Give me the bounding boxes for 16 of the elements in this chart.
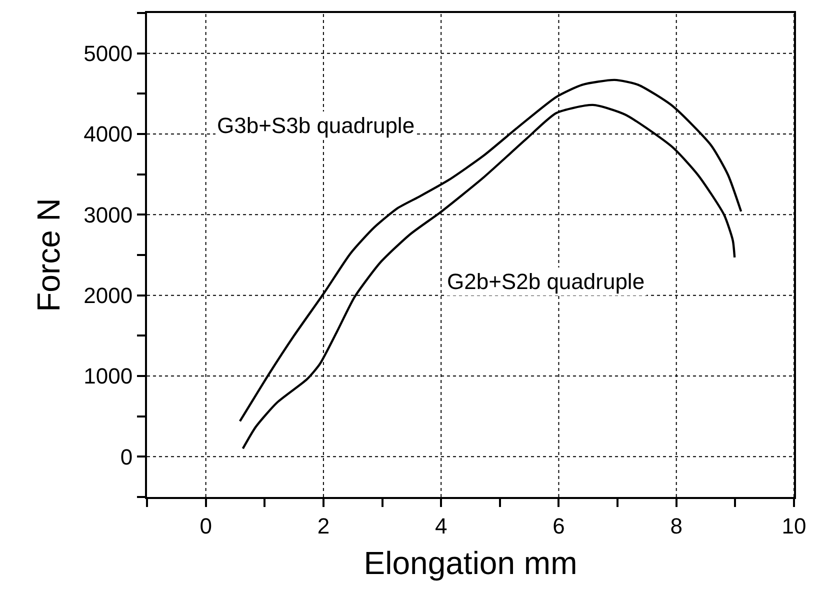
x-tick-label: 6 — [552, 513, 565, 538]
y-tick-label: 0 — [120, 444, 133, 470]
y-tick-label: 4000 — [84, 122, 133, 147]
x-tick-label: 2 — [317, 513, 330, 538]
y-tick-label: 1000 — [84, 364, 133, 389]
annotation: G3b+S3b quadruple — [217, 113, 415, 138]
x-tick-label: 0 — [200, 513, 212, 538]
y-tick-label: 3000 — [84, 202, 133, 228]
y-tick-label: 5000 — [84, 41, 133, 66]
x-tick-label: 8 — [670, 513, 682, 538]
x-tick-label: 10 — [782, 513, 806, 538]
annotation: G2b+S2b quadruple — [447, 269, 645, 294]
y-tick-label: 2000 — [84, 283, 133, 308]
x-tick-label: 4 — [434, 513, 448, 538]
x-axis-title: Elongation mm — [364, 544, 578, 581]
y-axis-title: Force N — [30, 198, 66, 312]
